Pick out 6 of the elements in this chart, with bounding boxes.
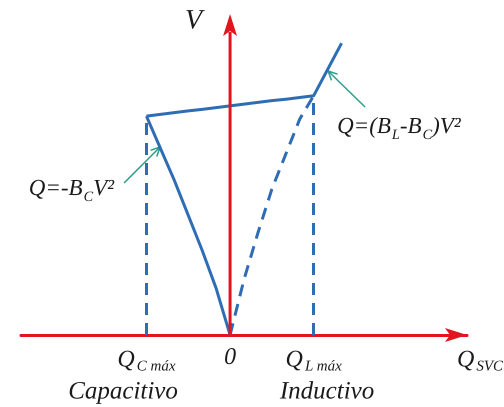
text: Inductivo [280,378,374,406]
annotation: Q=-B$_{C}$V² [28,174,114,206]
annotation: Q=(B$_{L}$-B$_{C}$)V² [337,112,461,144]
y-axis-title: V [184,4,205,36]
x-tick-label: 0 [224,344,236,370]
text: Capacitivo [68,378,178,406]
